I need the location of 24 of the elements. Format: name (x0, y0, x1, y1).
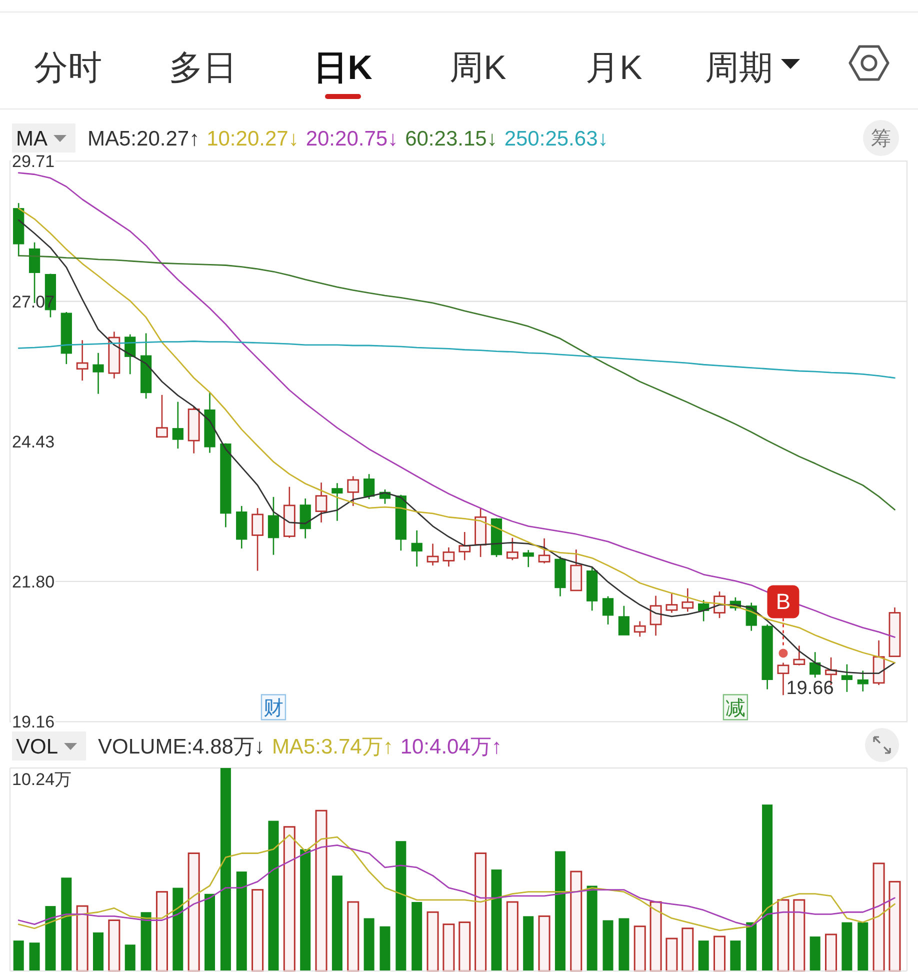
text: 分时 (34, 49, 102, 87)
text: 20:20.75↓ (306, 128, 398, 150)
note: 19.66 (786, 678, 834, 700)
text: MA5:3.74万↑ (272, 736, 394, 758)
legend-label: VOLUME:4.88万↓ (98, 736, 265, 758)
text: 筹 (871, 128, 891, 150)
tick-label: 24.43 (12, 432, 55, 452)
text: 周K (450, 49, 507, 87)
legend-title: MA (16, 128, 48, 150)
text: 250:25.63↓ (504, 128, 608, 150)
text: 10:4.04万↑ (400, 736, 502, 758)
text: 周期 (705, 49, 773, 87)
text: 60:23.15↓ (405, 128, 498, 150)
text: 多日 (169, 49, 237, 87)
tick-label: 19.16 (12, 712, 55, 732)
annotation: B (776, 589, 791, 614)
tick-label: 21.80 (12, 572, 55, 592)
legend-title: VOL (16, 736, 58, 758)
note: 10.24万 (12, 770, 72, 789)
text: 月K (586, 49, 643, 87)
text: 日K (314, 49, 373, 87)
text: 10:20.27↓ (206, 128, 299, 150)
text: MA5:20.27↑ (88, 128, 200, 150)
tick-label: 29.71 (12, 152, 55, 172)
